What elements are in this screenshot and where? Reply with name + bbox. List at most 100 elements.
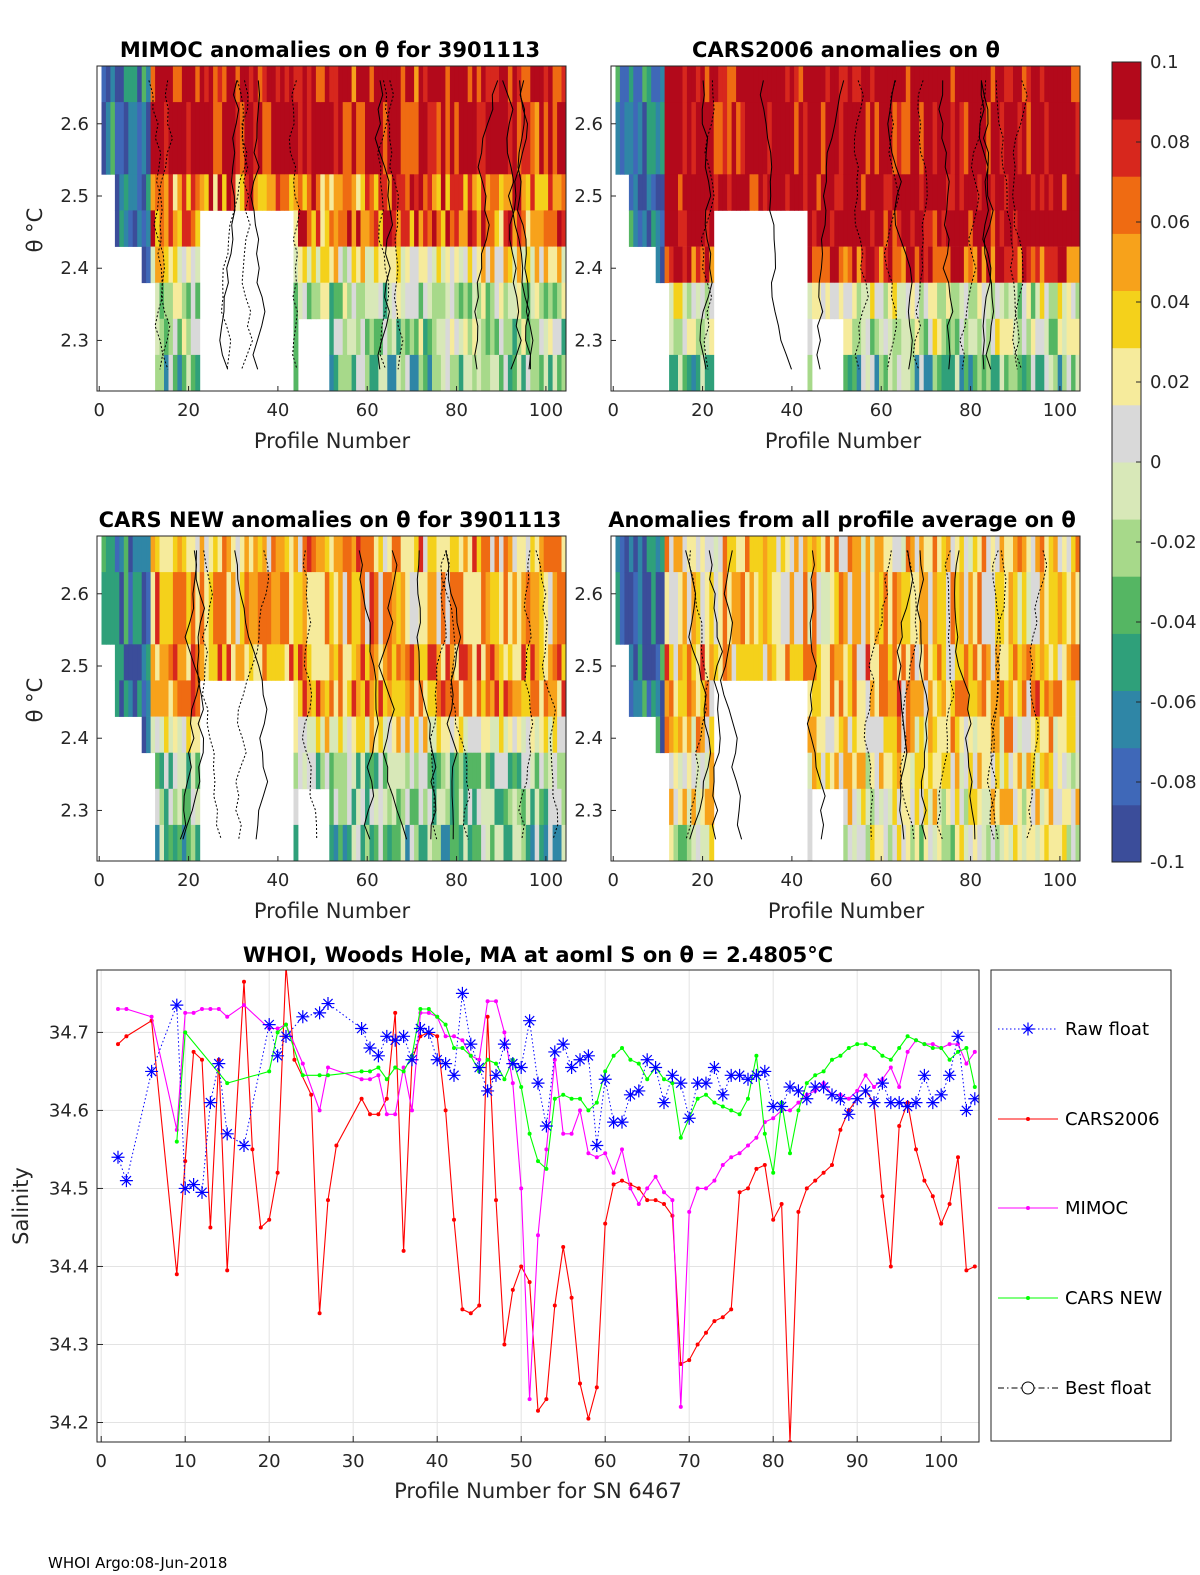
heatmap-cell xyxy=(476,752,482,790)
heatmap-cell xyxy=(1075,680,1081,717)
heatmap-cell xyxy=(731,644,737,681)
heatmap-cell xyxy=(937,246,942,284)
heatmap-cell xyxy=(253,572,259,645)
heatmap-cell xyxy=(856,102,862,175)
heatmap-cell xyxy=(557,66,562,103)
contour-line xyxy=(445,550,462,840)
heatmap-cell xyxy=(499,824,504,862)
heatmap-cell xyxy=(700,752,706,790)
heatmap-cell xyxy=(829,210,835,247)
heatmap-cell xyxy=(928,174,933,211)
heatmap-cell xyxy=(861,572,866,645)
heatmap-cell xyxy=(847,644,853,681)
heatmap-cell xyxy=(780,536,786,573)
heatmap-cell xyxy=(986,66,992,103)
heatmap-cell xyxy=(204,66,210,103)
heatmap-cell xyxy=(963,354,969,392)
heatmap-cell xyxy=(628,536,634,573)
heatmap-cell xyxy=(669,66,674,103)
heatmap-cell xyxy=(619,102,625,175)
heatmap-cell xyxy=(870,788,875,826)
series-point xyxy=(754,1053,759,1058)
heatmap-cell xyxy=(472,282,478,320)
heatmap-cell xyxy=(883,66,889,103)
heatmap-cell xyxy=(722,102,728,175)
heatmap-cell xyxy=(807,716,813,754)
heatmap-cell xyxy=(1026,536,1032,573)
heatmap-cell xyxy=(910,354,916,392)
heatmap-cell xyxy=(427,174,433,211)
heatmap-cell xyxy=(628,66,634,103)
colorbar-swatch xyxy=(1112,290,1141,349)
heatmap-cell xyxy=(414,354,419,392)
heatmap-cell xyxy=(548,318,553,356)
series-point xyxy=(384,1096,389,1101)
heatmap-cell xyxy=(847,174,853,211)
heatmap-cell xyxy=(481,354,486,392)
raw-float-point xyxy=(934,1088,948,1102)
heatmap-cell xyxy=(1008,210,1014,247)
series-point xyxy=(737,1190,742,1195)
heatmap-cell xyxy=(834,752,840,790)
heatmap-cell xyxy=(432,246,437,284)
heatmap-cells xyxy=(615,66,1081,392)
heatmap-cell xyxy=(440,716,446,754)
heatmap-cell xyxy=(874,680,880,717)
heatmap-cell xyxy=(427,318,433,356)
heatmap-cell xyxy=(445,572,451,645)
heatmap-cell xyxy=(516,824,522,862)
heatmap-cell xyxy=(454,66,460,103)
heatmap-cell xyxy=(356,318,361,356)
heatmap-cell xyxy=(709,174,715,211)
heatmap-cell xyxy=(999,246,1005,284)
heatmap-cell xyxy=(440,174,446,211)
heatmap-cell xyxy=(1030,66,1036,103)
axes-frame xyxy=(96,535,567,862)
heatmap-cell xyxy=(928,318,933,356)
heatmap-cell xyxy=(351,788,357,826)
heatmap-cell xyxy=(1071,536,1076,573)
heatmap-cell xyxy=(155,680,160,717)
heatmap-cell xyxy=(1017,572,1023,645)
heatmap-cell xyxy=(709,318,715,356)
heatmap-cell xyxy=(825,536,831,573)
axes-frame xyxy=(610,65,1081,392)
heatmap-cell xyxy=(476,824,482,862)
axes-frame xyxy=(96,65,567,392)
heatmap-cell xyxy=(396,102,402,175)
raw-float-point xyxy=(951,1029,965,1043)
heatmap-cell xyxy=(199,536,205,573)
series-point xyxy=(729,1155,734,1160)
heatmap-cell xyxy=(794,572,799,645)
series-point xyxy=(746,1143,750,1148)
heatmap-cell xyxy=(990,716,996,754)
heatmap-cell xyxy=(436,246,442,284)
series-point xyxy=(527,1131,532,1136)
heatmap-cell xyxy=(119,174,125,211)
heatmap-cell xyxy=(879,354,884,392)
heatmap-cell xyxy=(445,102,451,175)
heatmap-cell xyxy=(503,680,509,717)
heatmap-cell xyxy=(1035,66,1041,103)
heatmap-cell xyxy=(820,246,826,284)
heatmap-cell xyxy=(1048,66,1054,103)
heatmap-cell xyxy=(740,174,746,211)
heatmap-cell xyxy=(164,572,169,645)
heatmap-cell xyxy=(414,318,419,356)
heatmap-cell xyxy=(543,788,549,826)
heatmap-cell xyxy=(1008,572,1014,645)
heatmap-cell xyxy=(825,282,831,320)
heatmap-cell xyxy=(834,66,840,103)
heatmap-cell xyxy=(1030,174,1036,211)
heatmap-cell xyxy=(892,824,898,862)
heatmap-cell xyxy=(351,752,357,790)
heatmap-cell xyxy=(1053,102,1059,175)
heatmap-cell xyxy=(986,788,992,826)
heatmap-cell xyxy=(186,824,192,862)
heatmap-cell xyxy=(146,716,151,754)
series-point xyxy=(662,1190,666,1195)
heatmap-cell xyxy=(919,536,925,573)
heatmap-cell xyxy=(512,572,518,645)
heatmap-cell xyxy=(432,536,437,573)
heatmap-cell xyxy=(655,644,661,681)
